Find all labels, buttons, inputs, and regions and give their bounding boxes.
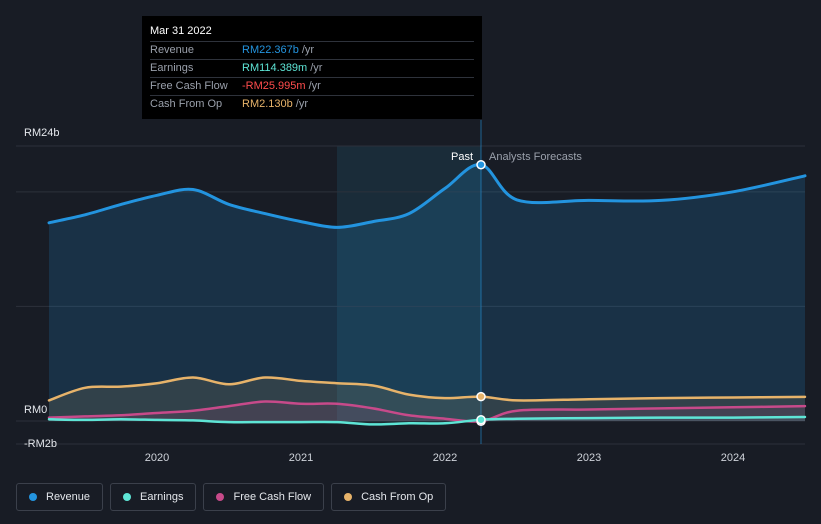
tooltip: Mar 31 2022 Revenue RM22.367b /yr Earnin… <box>142 16 482 119</box>
earnings-dot-icon <box>123 493 132 501</box>
tooltip-value: RM22.367b <box>242 44 299 56</box>
y-tick-label: RM0 <box>24 404 47 416</box>
legend-item-cash-from-op[interactable]: Cash From Op <box>331 483 447 511</box>
tooltip-label: Earnings <box>150 62 194 74</box>
cash-from-op-dot-icon <box>344 493 353 501</box>
tooltip-value: -RM25.995m <box>242 80 306 92</box>
free-cash-flow-line <box>47 400 807 423</box>
tooltip-label: Cash From Op <box>150 98 223 110</box>
legend-item-earnings[interactable]: Earnings <box>110 483 197 511</box>
tooltip-value: RM114.389m <box>242 62 308 74</box>
tooltip-unit: /yr <box>310 62 323 74</box>
past-label: Past <box>451 151 473 163</box>
tooltip-row-free-cash-flow: Free Cash Flow -RM25.995m /yr <box>150 77 474 95</box>
x-tick-label: 2024 <box>721 452 745 464</box>
legend-item-free-cash-flow[interactable]: Free Cash Flow <box>203 483 325 511</box>
forecast-label: Analysts Forecasts <box>489 151 582 163</box>
revenue-line <box>47 163 807 229</box>
tooltip-unit: /yr <box>308 80 321 92</box>
tooltip-row-revenue: Revenue RM22.367b /yr <box>150 41 474 59</box>
tooltip-label: Revenue <box>150 44 195 56</box>
tooltip-row-earnings: Earnings RM114.389m /yr <box>150 59 474 77</box>
y-tick-label: RM24b <box>24 127 59 139</box>
free-cash-flow-dot-icon <box>216 493 225 501</box>
revenue-dot-icon <box>29 493 37 501</box>
cash-from-op-point <box>476 391 486 402</box>
x-tick-label: 2021 <box>289 452 313 464</box>
legend-item-revenue[interactable]: Revenue <box>16 483 104 511</box>
tooltip-label: Free Cash Flow <box>150 80 228 92</box>
x-tick-label: 2020 <box>145 452 169 464</box>
tooltip-date: Mar 31 2022 <box>150 25 212 37</box>
revenue-point <box>476 159 486 170</box>
legend-label: Revenue <box>46 491 91 503</box>
revenue-area <box>49 164 805 421</box>
x-tick-label: 2022 <box>433 452 457 464</box>
y-tick-label: -RM2b <box>24 438 57 450</box>
tooltip-value: RM2.130b <box>242 98 293 110</box>
legend-label: Cash From Op <box>361 491 434 503</box>
earnings-point <box>476 414 486 425</box>
tooltip-unit: /yr <box>301 44 315 56</box>
cash-from-op-line <box>47 376 807 402</box>
legend: Revenue Earnings Free Cash Flow Cash Fro… <box>16 483 447 511</box>
x-tick-label: 2023 <box>577 452 601 464</box>
free-cash-flow-area <box>49 401 805 422</box>
earnings-line <box>47 415 807 426</box>
tooltip-unit: /yr <box>295 98 308 110</box>
legend-label: Earnings <box>140 491 184 503</box>
legend-label: Free Cash Flow <box>233 491 312 503</box>
tooltip-row-cash-from-op: Cash From Op RM2.130b /yr <box>150 95 474 113</box>
